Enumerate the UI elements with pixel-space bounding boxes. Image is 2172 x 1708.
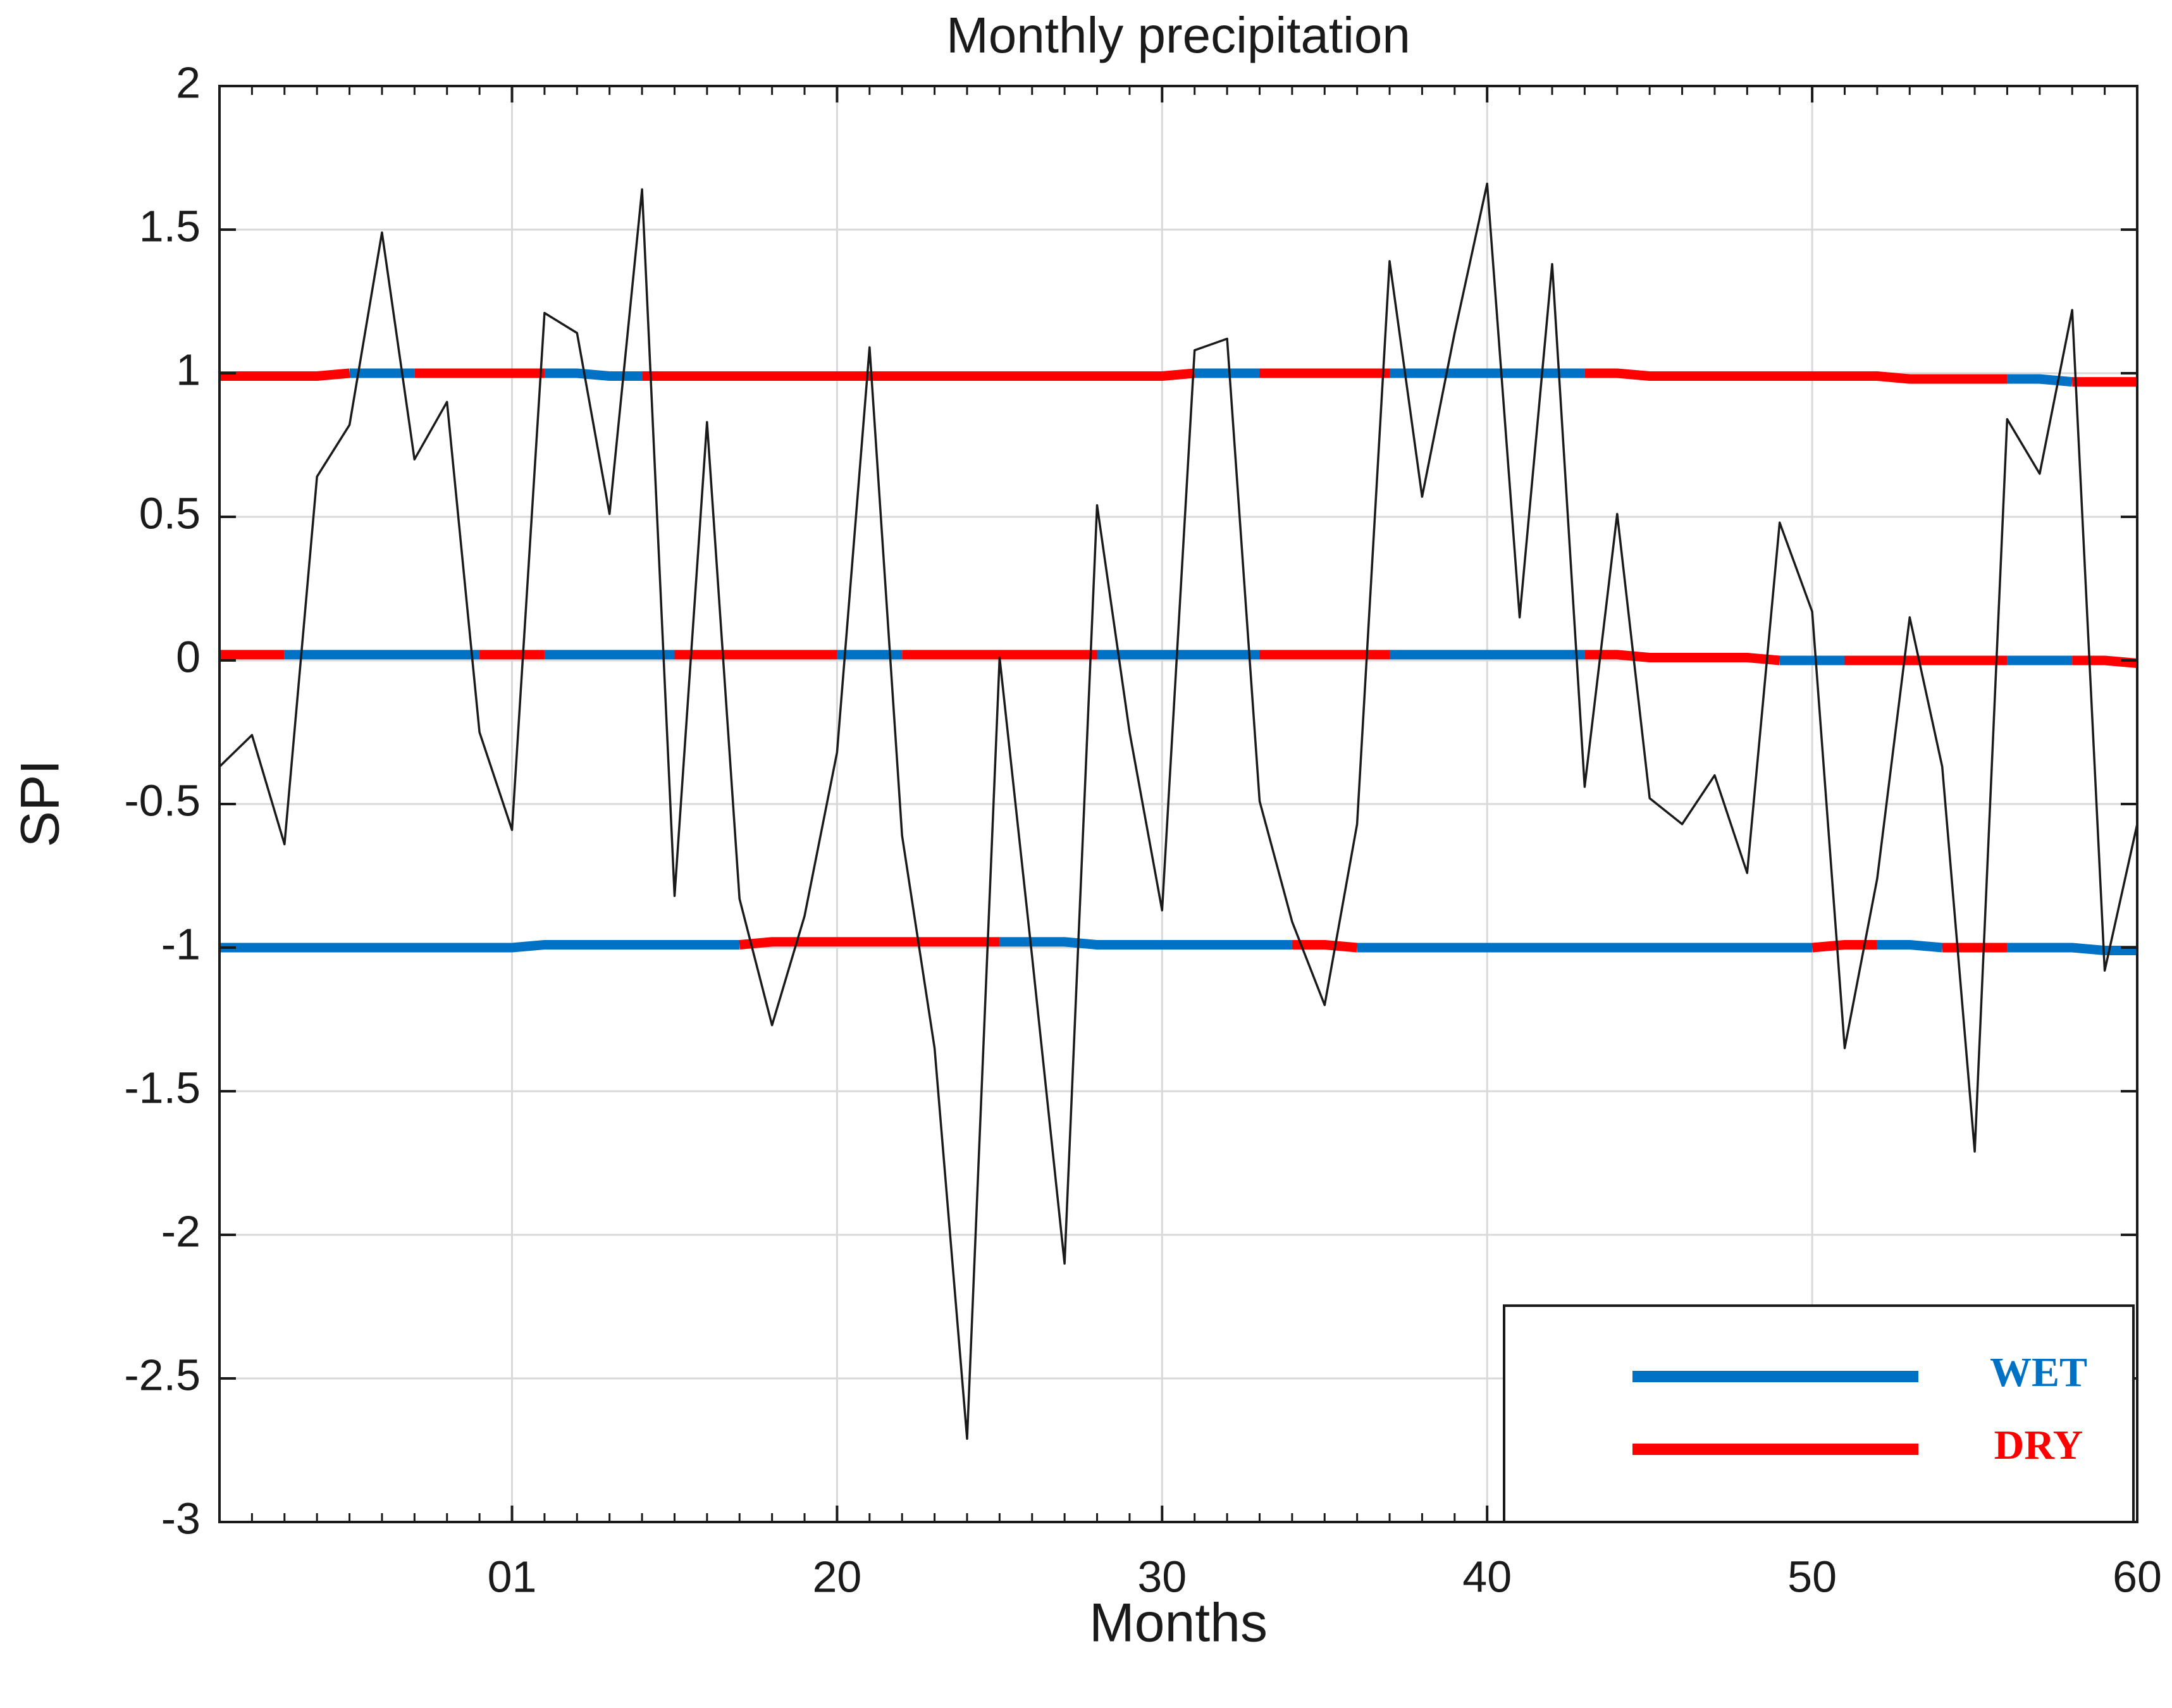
y-tick-label: 0 xyxy=(176,632,201,681)
y-tick-label: -0.5 xyxy=(124,776,201,825)
legend-label: WET xyxy=(1990,1349,2087,1395)
threshold-line xyxy=(219,937,2137,955)
x-tick-label: 60 xyxy=(2113,1552,2162,1601)
y-tick-label: 2 xyxy=(176,58,201,107)
threshold-line xyxy=(739,937,2008,953)
legend-label: DRY xyxy=(1994,1422,2083,1468)
threshold-line xyxy=(219,650,2138,668)
x-tick-label: 50 xyxy=(1787,1552,1837,1601)
x-tick-label: 20 xyxy=(812,1552,861,1601)
y-tick-label: -3 xyxy=(161,1494,201,1543)
spi-line xyxy=(218,182,2138,1440)
x-tick-label: 30 xyxy=(1137,1552,1187,1601)
x-tick-label: 40 xyxy=(1462,1552,1512,1601)
plot-area xyxy=(218,182,2138,1440)
y-tick-label: -1.5 xyxy=(124,1063,201,1112)
y-axis-label: SPI xyxy=(10,760,71,848)
legend-box xyxy=(1503,1304,2135,1523)
threshold-line xyxy=(219,368,2137,387)
x-axis-label: Months xyxy=(1089,1593,1268,1654)
chart-title: Monthly precipitation xyxy=(946,7,1410,63)
threshold-line xyxy=(349,368,2073,387)
threshold-line xyxy=(284,650,2073,665)
x-tick-label: 01 xyxy=(488,1552,537,1601)
y-tick-label: -1 xyxy=(161,919,201,968)
y-tick-label: 0.5 xyxy=(139,488,201,538)
y-tick-label: -2 xyxy=(161,1206,201,1256)
y-tick-label: -2.5 xyxy=(124,1350,201,1399)
y-tick-label: 1 xyxy=(176,345,201,394)
legend: WET DRY xyxy=(1503,1304,2135,1523)
y-tick-label: 1.5 xyxy=(139,201,201,251)
